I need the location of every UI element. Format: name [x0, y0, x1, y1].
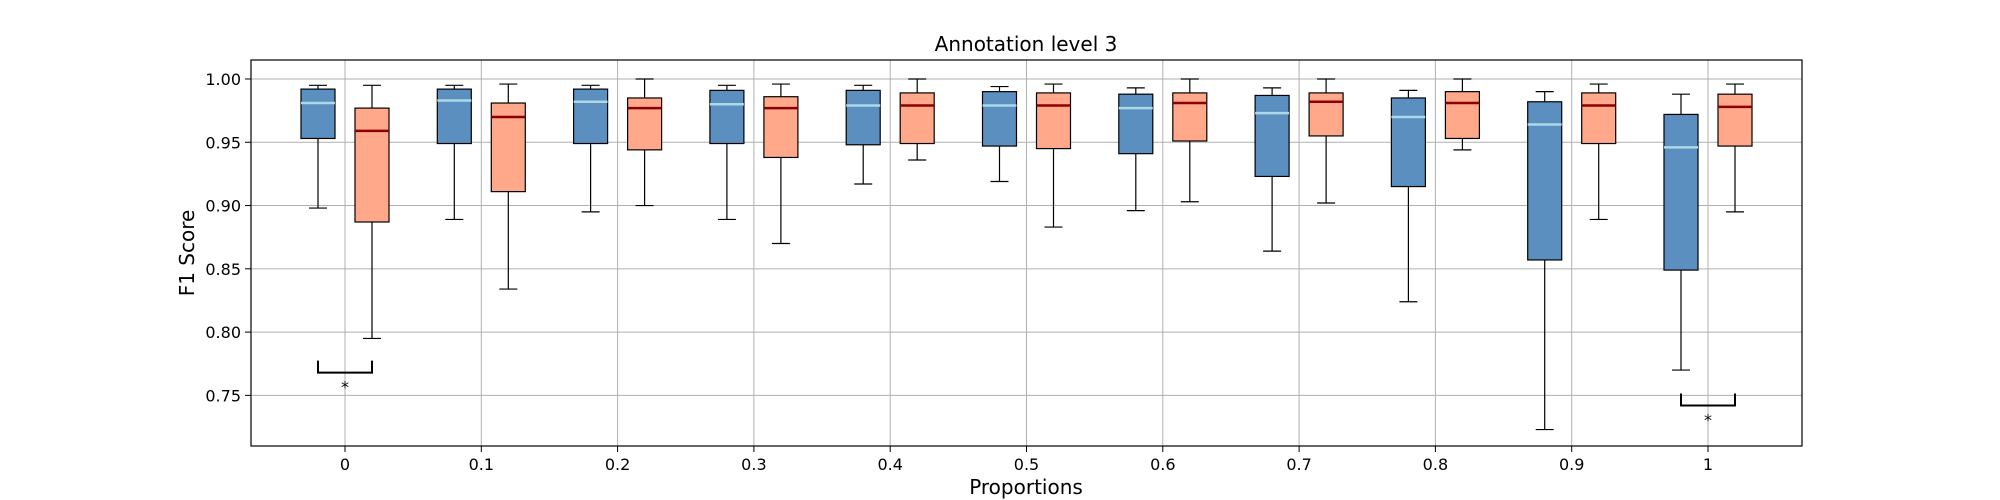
- y-tick-label: 0.80: [205, 323, 241, 342]
- box-group: [1118, 87, 1154, 212]
- x-tick-label: 0.2: [605, 455, 630, 474]
- y-tick-label: 0.85: [205, 260, 241, 279]
- box-group: [845, 84, 881, 185]
- box-group: [572, 84, 609, 213]
- box-body: [709, 89, 745, 145]
- y-axis-label: F1 Score: [175, 210, 199, 297]
- plot-area: [300, 78, 1753, 431]
- box-body: [1118, 93, 1154, 155]
- box-group: [1254, 87, 1290, 252]
- box-group: [1308, 78, 1344, 204]
- box-group: [1035, 83, 1072, 228]
- y-tick-label: 0.95: [205, 133, 241, 152]
- x-tick-label: 0.9: [1559, 455, 1584, 474]
- box-body: [1444, 91, 1481, 140]
- chart-title: Annotation level 3: [935, 32, 1118, 56]
- box-group: [1527, 91, 1563, 431]
- box-group: [981, 85, 1018, 183]
- box-body: [1390, 97, 1427, 188]
- box-body: [354, 107, 390, 223]
- box-body: [436, 88, 472, 145]
- y-axis: 0.75 0.80 0.85 0.90 0.95 1.00: [205, 70, 251, 405]
- box-group: [436, 84, 472, 221]
- box-group: [1172, 78, 1208, 203]
- x-tick-label: 0.7: [1286, 455, 1311, 474]
- x-tick-label: 0.8: [1423, 455, 1448, 474]
- x-tick-label: 0.6: [1150, 455, 1175, 474]
- significance-bracket: [317, 360, 373, 374]
- x-tick-label: 0.4: [877, 455, 902, 474]
- box-body: [763, 96, 799, 159]
- box-group: [1444, 78, 1481, 151]
- box-group: [709, 84, 745, 221]
- box-body: [1308, 92, 1344, 137]
- y-tick-label: 0.90: [205, 197, 241, 216]
- significance-annotations: **: [317, 360, 1736, 430]
- box-body: [572, 88, 609, 145]
- box-group: [1663, 93, 1699, 371]
- box-body: [300, 88, 336, 140]
- box-body: [1254, 94, 1290, 178]
- y-tick-label: 0.75: [205, 386, 241, 405]
- x-tick-label: 0.5: [1014, 455, 1039, 474]
- x-tick-label: 0.3: [741, 455, 766, 474]
- box-body: [1172, 92, 1208, 142]
- box-group: [1581, 83, 1617, 221]
- box-body: [1035, 92, 1072, 150]
- x-axis-label: Proportions: [969, 475, 1083, 499]
- significance-star: *: [341, 378, 349, 397]
- x-tick-label: 0: [340, 455, 350, 474]
- box-body: [845, 89, 881, 146]
- box-body: [981, 91, 1018, 147]
- box-group: [490, 83, 526, 290]
- box-body: [1527, 101, 1563, 261]
- x-axis: 0 0.1 0.2 0.3 0.4 0.5 0.6 0.7 0.8 0.9 1: [340, 446, 1713, 474]
- y-tick-label: 1.00: [205, 70, 241, 89]
- box-group: [300, 84, 336, 209]
- box-group: [763, 83, 799, 245]
- box-body: [899, 92, 935, 145]
- box-body: [1663, 113, 1699, 271]
- x-tick-label: 0.1: [469, 455, 494, 474]
- box-group: [626, 78, 663, 207]
- significance-bracket: [1680, 393, 1736, 407]
- box-body: [1717, 93, 1753, 147]
- significance-star: *: [1704, 411, 1712, 430]
- x-tick-label: 1: [1703, 455, 1713, 474]
- box-body: [626, 97, 663, 151]
- box-body: [1581, 92, 1617, 145]
- box-group: [1717, 83, 1753, 213]
- box-group: [899, 78, 935, 161]
- box-group: [1390, 89, 1427, 303]
- grid-lines: [251, 60, 1802, 446]
- box-group: [354, 84, 390, 340]
